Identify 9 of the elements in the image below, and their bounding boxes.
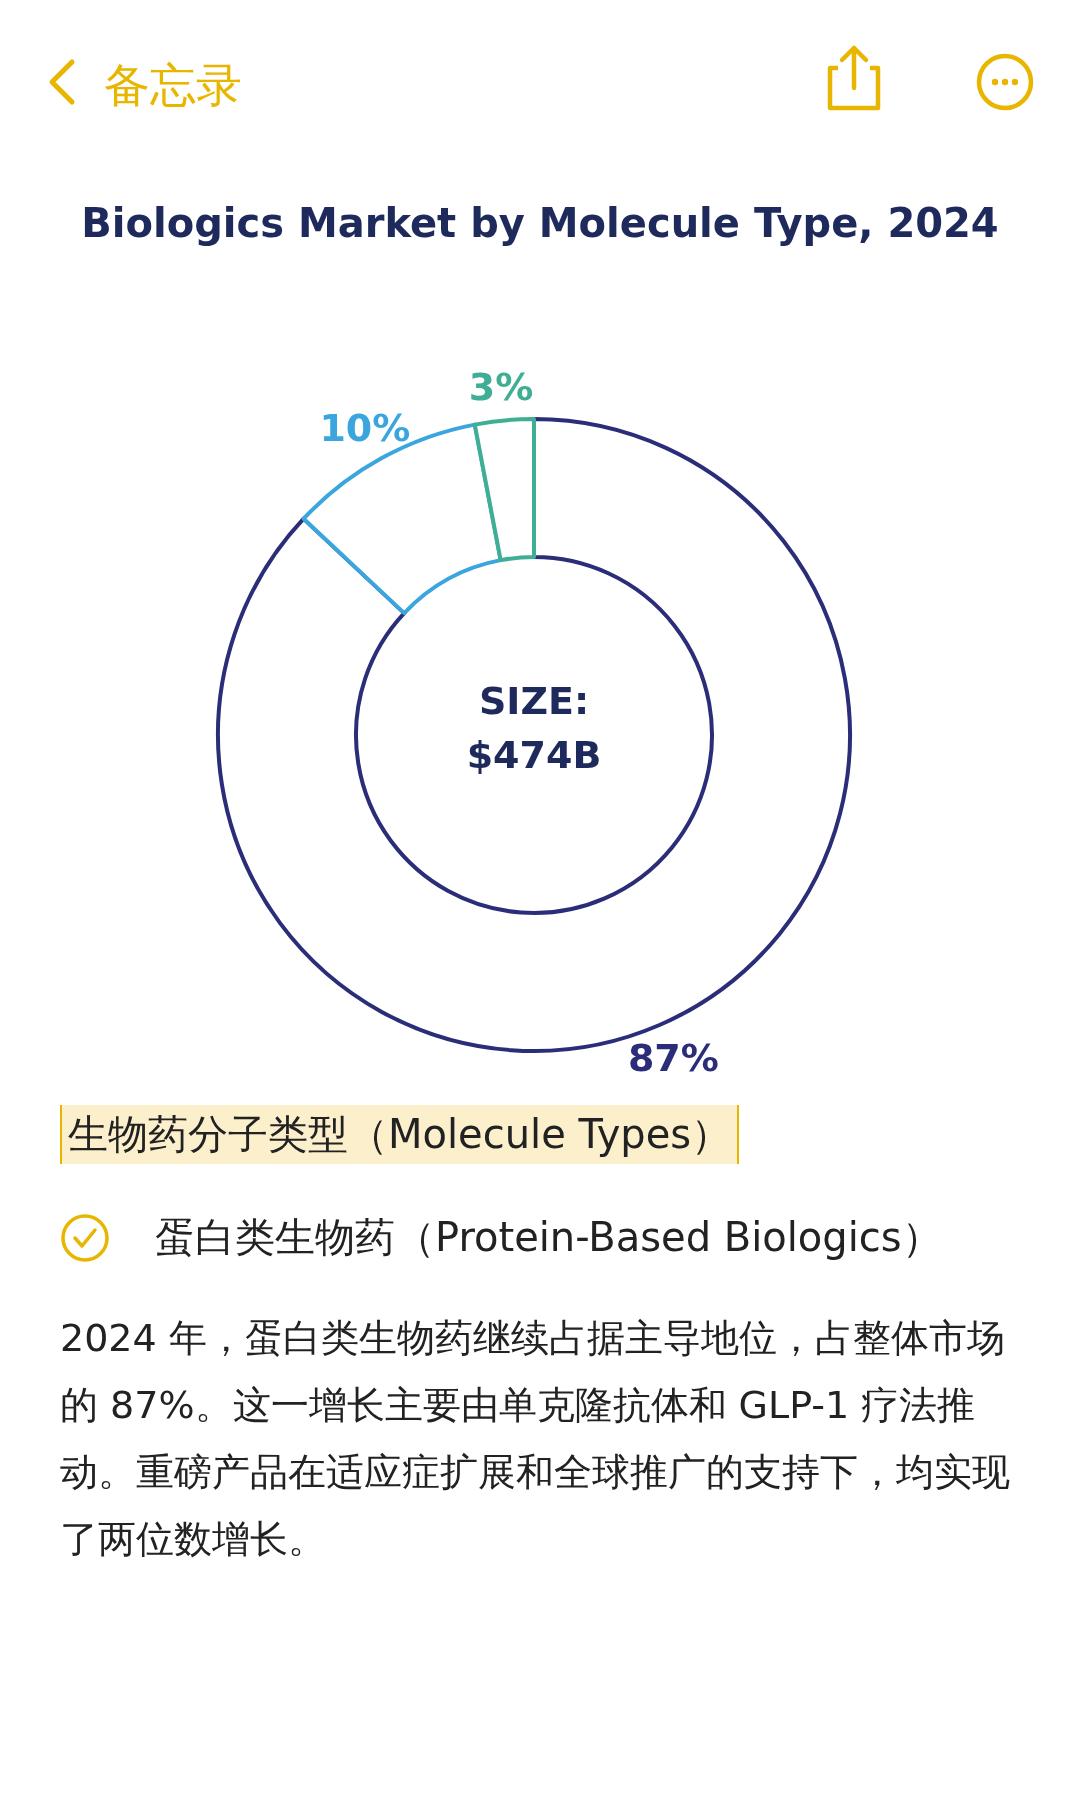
text: 生物药分子类型（Molecule Types）: [60, 1105, 740, 1164]
text: 2024 年，蛋白类生物药继续占据主导地位，占整体市场的 87%。这一增长主要由单克隆抗体和 GLP-1 疗法推动。重磅产品在适应症扩展和全球推广的支持下，均实现了两位数增长。: [60, 1315, 1011, 1563]
text: SIZE: $474B: [466, 679, 602, 777]
text: 备忘录: [104, 57, 242, 114]
chart-title: Biologics Market by Molecule Type, 2024: [81, 200, 999, 246]
data-label: 87%: [627, 1036, 719, 1081]
text: 蛋白类生物药（Protein-Based Biologics）: [155, 1213, 942, 1262]
data-label: 3%: [468, 364, 534, 409]
data-label: 10%: [319, 406, 411, 451]
